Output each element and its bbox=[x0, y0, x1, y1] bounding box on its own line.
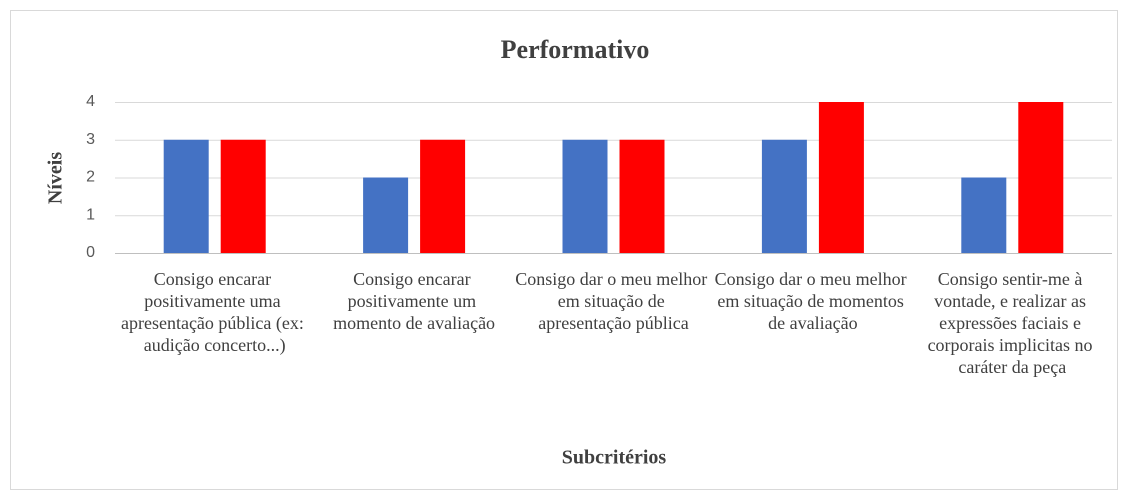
bar bbox=[818, 102, 864, 253]
bar bbox=[363, 177, 409, 253]
bar bbox=[562, 139, 608, 253]
y-axis-label: Níveis bbox=[45, 152, 67, 204]
bar bbox=[220, 139, 266, 253]
y-tick-label: 4 bbox=[86, 93, 95, 110]
x-tick-label: Consigo dar o meu melhor em situação de … bbox=[715, 269, 911, 333]
chart-title: Performativo bbox=[501, 35, 650, 64]
x-tick-label: Consigo sentir-me à vontade, e realizar … bbox=[928, 269, 1097, 377]
y-tick-label: 3 bbox=[86, 131, 95, 148]
bar bbox=[420, 139, 466, 253]
bar bbox=[163, 139, 209, 253]
x-axis-label: Subcritérios bbox=[562, 447, 667, 469]
y-tick-label: 1 bbox=[86, 206, 95, 223]
y-tick-label: 0 bbox=[86, 244, 95, 261]
x-tick-label: Consigo encarar positivamente um momento… bbox=[333, 269, 495, 333]
bar bbox=[619, 139, 665, 253]
bar bbox=[761, 139, 807, 253]
y-tick-label: 2 bbox=[86, 169, 95, 186]
x-tick-label: Consigo encarar positivamente uma aprese… bbox=[121, 269, 308, 356]
bar bbox=[1018, 102, 1064, 253]
x-tick-label: Consigo dar o meu melhor em situação de … bbox=[515, 269, 711, 333]
bar bbox=[961, 177, 1007, 253]
